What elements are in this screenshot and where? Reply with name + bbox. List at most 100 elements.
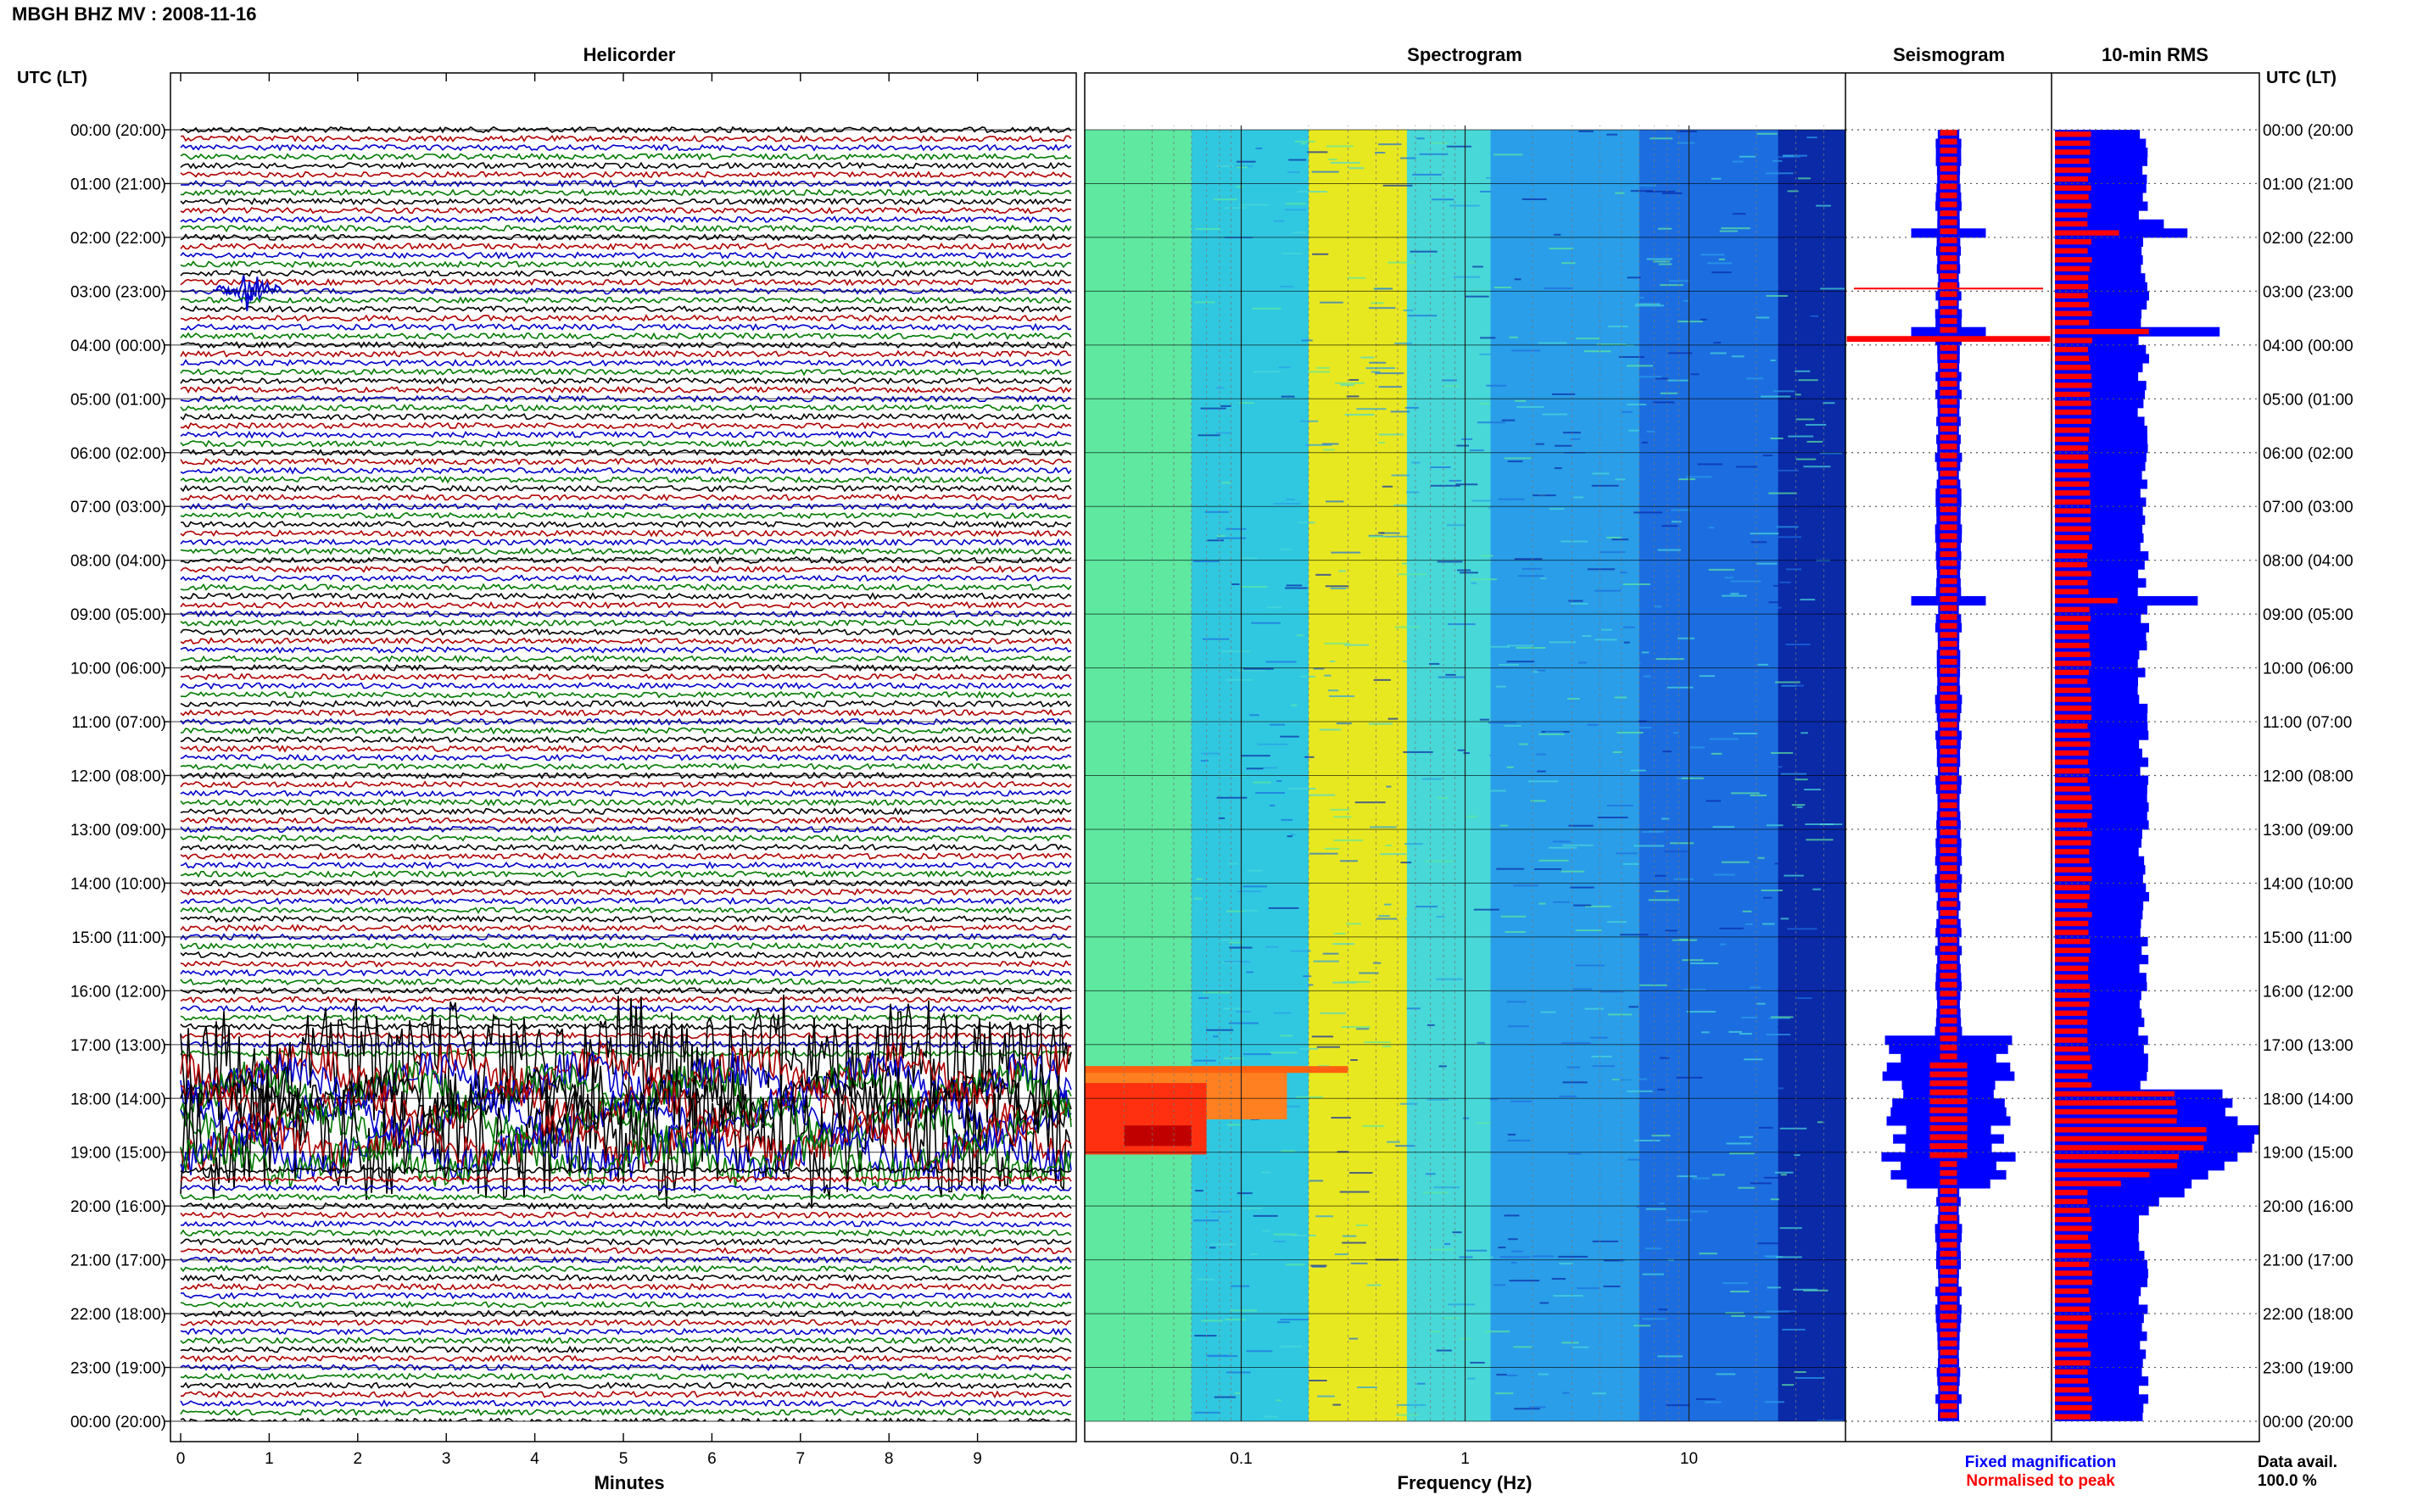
rms-bar-fixed — [2055, 999, 2140, 1009]
spectrogram-speckle — [1359, 972, 1379, 974]
spectrogram-speckle — [1378, 915, 1390, 918]
spectrogram-speckle — [1655, 1202, 1683, 1204]
spectrogram-speckle — [1228, 862, 1238, 865]
spectrogram-speckle — [1608, 326, 1628, 328]
spectrogram-speckle — [1223, 1057, 1244, 1059]
seismogram-normalised-segment — [1940, 407, 1957, 414]
spectrogram-speckle — [1332, 1403, 1342, 1406]
spectrogram-speckle — [1727, 1013, 1746, 1015]
spectrogram-speckle — [1480, 337, 1496, 339]
helicorder-title: Helicorder — [583, 44, 676, 65]
spectrogram-speckle — [1715, 1028, 1732, 1030]
spectrogram-speckle — [1366, 1284, 1382, 1286]
seismogram-normalised-segment — [1940, 1214, 1957, 1221]
spectrogram-speckle — [1810, 315, 1819, 317]
spectrogram-speckle — [1437, 561, 1463, 563]
spectrogram-speckle — [1668, 992, 1687, 995]
spectrogram-speckle — [1793, 1288, 1817, 1291]
spectrogram-speckle — [1378, 433, 1404, 436]
spectrogram-speckle — [1465, 295, 1489, 298]
spectrogram-speckle — [1479, 402, 1490, 405]
helicorder-trace — [180, 475, 1072, 484]
spectrogram-speckle — [1623, 641, 1630, 644]
rms-bar-normalised — [2055, 687, 2091, 694]
spectrogram-speckle — [1766, 1310, 1789, 1313]
spectrogram-speckle — [1201, 752, 1220, 755]
spectrogram-speckle — [1774, 1171, 1794, 1174]
rms-bar-normalised — [2055, 1208, 2090, 1214]
spectrogram-speckle — [1491, 654, 1499, 656]
spectrogram-speckle — [1584, 905, 1611, 907]
spectrogram-speckle — [1280, 548, 1292, 550]
spectrogram-speckle — [1273, 220, 1285, 222]
spectrogram-speckle — [1542, 413, 1567, 416]
spectrogram-speckle — [1645, 190, 1676, 192]
spectrogram-speckle — [1226, 910, 1244, 912]
rms-bar-normalised — [2055, 149, 2091, 155]
spectrogram-speckle — [1782, 1328, 1806, 1331]
spectrogram-speckle — [1332, 943, 1355, 946]
rms-bar-fixed — [2055, 1053, 2148, 1063]
spectrogram-speckle — [1333, 932, 1346, 935]
rms-bar-normalised — [2055, 1297, 2091, 1303]
seismogram-traces — [1846, 130, 2051, 1421]
spectrogram-speckle — [1340, 384, 1354, 387]
rms-title: 10-min RMS — [2102, 44, 2208, 65]
spectrogram-speckle — [1787, 928, 1817, 930]
spectrogram-speckle — [1300, 675, 1315, 678]
spectrogram-speckle — [1795, 717, 1825, 719]
spectrogram-speckle — [1341, 1026, 1371, 1029]
seismogram-normalised-segment — [1940, 506, 1957, 513]
rms-bar-normalised — [2055, 167, 2091, 173]
spectrogram-speckle — [1549, 580, 1564, 583]
spectrogram-speckle — [1475, 1355, 1491, 1358]
spectrogram-speckle — [1695, 1370, 1704, 1372]
spectrogram-speckle — [1763, 1176, 1793, 1179]
spectrogram-speckle — [1513, 884, 1539, 887]
spectrogram-speckle — [1562, 1392, 1570, 1394]
spectrogram-speckle — [1562, 844, 1594, 846]
spectrogram-speckle — [1784, 1223, 1804, 1225]
spectrogram-speckle — [1643, 675, 1651, 678]
spectrogram-speckle — [1266, 606, 1282, 609]
rms-bar-fixed — [2055, 695, 2140, 705]
spectrogram-speckle — [1293, 232, 1306, 234]
helicorder-trace — [181, 1390, 1072, 1399]
spectrogram-speckle — [1668, 352, 1693, 354]
spectrogram-speckle — [1537, 669, 1546, 672]
helicorder-xlabel: Minutes — [594, 1472, 664, 1493]
spectrogram-speckle — [1661, 192, 1683, 194]
spectrogram-speckle — [1194, 897, 1203, 900]
rms-bar-normalised — [2055, 902, 2088, 909]
seismogram-normalised-segment — [1940, 955, 1957, 961]
spectrogram-speckle — [1513, 1346, 1533, 1348]
spectrogram-speckle — [1200, 407, 1226, 410]
spectrogram-speckle — [1724, 577, 1734, 579]
rms-bar-fixed — [2055, 192, 2143, 203]
spectrogram-speckle — [1509, 1280, 1540, 1282]
seismogram-normalised-segment — [1940, 1340, 1957, 1347]
helicorder-trace — [180, 753, 1072, 762]
rms-bar-fixed — [2055, 918, 2141, 929]
spectrogram-speckle — [1769, 606, 1782, 609]
spectrogram-speckle — [1803, 466, 1831, 468]
spectrogram-speckle — [1224, 207, 1247, 209]
spectrogram-speckle — [1779, 581, 1791, 583]
right-hour-tick-label: 11:00 (07:00 — [2263, 714, 2352, 732]
rms-bar-normalised — [2055, 1145, 2204, 1151]
seismogram-normalised-segment — [1940, 461, 1957, 468]
rms-bar-fixed — [2055, 183, 2147, 193]
seismogram-normalised-segment — [1929, 1098, 1968, 1105]
spectrogram-speckle — [1423, 1191, 1449, 1194]
spectrogram-speckle — [1768, 492, 1797, 494]
rms-bar-normalised — [2055, 867, 2092, 873]
rms-bar-fixed — [2055, 865, 2146, 875]
spectrogram-speckle — [1781, 684, 1797, 687]
spectrogram-speckle — [1544, 731, 1564, 734]
spectrogram-speckle — [1273, 1233, 1298, 1236]
spectrogram-speckle — [1695, 1398, 1716, 1400]
helicorder-event — [212, 275, 282, 312]
spectrogram-speckle — [1769, 469, 1799, 471]
rms-bar-normalised — [2055, 472, 2091, 478]
